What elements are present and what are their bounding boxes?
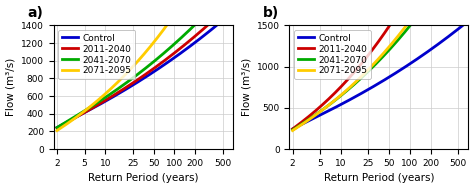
2041-2070 bbox=[194, 21, 200, 24]
2071-2095 bbox=[371, 63, 377, 65]
Control bbox=[290, 128, 295, 130]
Control bbox=[156, 67, 162, 70]
2041-2070 bbox=[290, 129, 295, 131]
2041-2070 bbox=[372, 64, 378, 66]
2011-2040 bbox=[194, 33, 200, 35]
Control bbox=[54, 126, 60, 129]
Control bbox=[383, 78, 388, 81]
2011-2040 bbox=[372, 45, 378, 47]
2071-2095 bbox=[54, 129, 60, 132]
2071-2095 bbox=[372, 61, 378, 64]
Control bbox=[136, 81, 141, 83]
Line: Control: Control bbox=[292, 25, 464, 129]
Y-axis label: Flow (m³/s): Flow (m³/s) bbox=[6, 58, 16, 116]
2041-2070 bbox=[383, 53, 388, 55]
2071-2095 bbox=[383, 50, 388, 52]
2011-2040 bbox=[137, 77, 142, 80]
X-axis label: Return Period (years): Return Period (years) bbox=[324, 174, 434, 184]
Control bbox=[371, 85, 377, 87]
2011-2040 bbox=[156, 64, 162, 66]
2011-2040 bbox=[147, 70, 153, 73]
2011-2040 bbox=[54, 127, 60, 129]
2071-2095 bbox=[137, 58, 142, 61]
Text: a): a) bbox=[27, 6, 43, 20]
2041-2070 bbox=[137, 72, 142, 74]
2011-2040 bbox=[136, 78, 141, 81]
Control bbox=[194, 40, 200, 42]
Control bbox=[461, 23, 467, 26]
2041-2070 bbox=[392, 43, 397, 45]
Line: 2071-2095: 2071-2095 bbox=[57, 0, 228, 131]
2041-2070 bbox=[156, 56, 162, 58]
Control bbox=[430, 47, 436, 49]
2011-2040 bbox=[383, 31, 388, 33]
2011-2040 bbox=[290, 128, 295, 130]
2071-2095 bbox=[147, 46, 153, 49]
2041-2070 bbox=[54, 126, 60, 129]
Control bbox=[457, 27, 463, 29]
Line: 2041-2070: 2041-2070 bbox=[57, 0, 228, 128]
2071-2095 bbox=[136, 60, 141, 62]
Control bbox=[137, 80, 142, 82]
2011-2040 bbox=[225, 5, 231, 7]
Control bbox=[147, 73, 153, 76]
2071-2095 bbox=[156, 35, 162, 37]
Text: b): b) bbox=[263, 6, 279, 20]
Line: 2071-2095: 2071-2095 bbox=[292, 0, 464, 131]
Legend: Control, 2011-2040, 2041-2070, 2071-2095: Control, 2011-2040, 2041-2070, 2071-2095 bbox=[294, 30, 371, 79]
2011-2040 bbox=[371, 46, 377, 49]
Line: Control: Control bbox=[57, 16, 228, 128]
Control bbox=[225, 15, 231, 17]
2071-2095 bbox=[392, 39, 397, 42]
X-axis label: Return Period (years): Return Period (years) bbox=[88, 174, 199, 184]
2011-2040 bbox=[392, 17, 397, 19]
Line: 2041-2070: 2041-2070 bbox=[292, 0, 464, 130]
2011-2040 bbox=[221, 9, 227, 11]
Legend: Control, 2011-2040, 2041-2070, 2071-2095: Control, 2011-2040, 2041-2070, 2071-2095 bbox=[58, 30, 136, 79]
Line: 2011-2040: 2011-2040 bbox=[292, 0, 464, 129]
2071-2095 bbox=[290, 129, 295, 132]
2041-2070 bbox=[371, 65, 377, 67]
Y-axis label: Flow (m³/s): Flow (m³/s) bbox=[241, 58, 251, 116]
Control bbox=[221, 18, 227, 20]
Control bbox=[372, 84, 378, 87]
2041-2070 bbox=[147, 64, 153, 66]
2041-2070 bbox=[136, 73, 141, 75]
Control bbox=[392, 73, 397, 75]
Line: 2011-2040: 2011-2040 bbox=[57, 6, 228, 128]
